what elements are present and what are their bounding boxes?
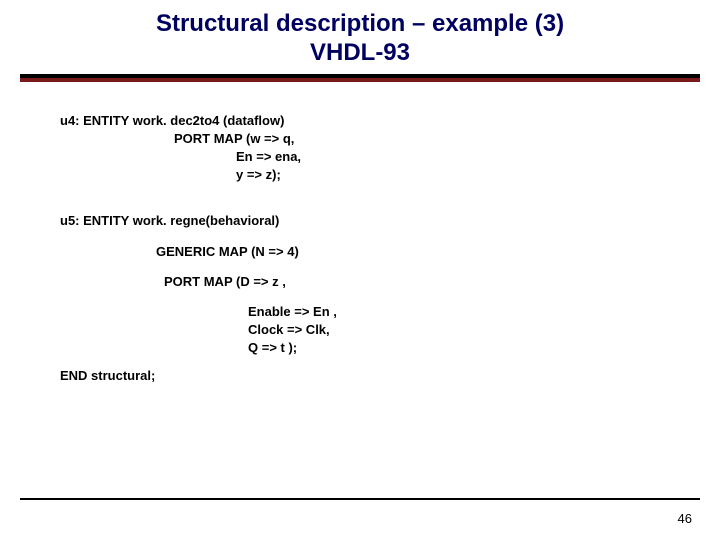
code-line: y => z);	[60, 166, 660, 184]
code-line: Enable => En ,	[248, 303, 660, 321]
code-line: PORT MAP (D => z ,	[164, 273, 660, 291]
code-line: Clock => Clk,	[248, 321, 660, 339]
code-line: u4: ENTITY work. dec2to4 (dataflow)	[60, 112, 660, 130]
code-content: u4: ENTITY work. dec2to4 (dataflow) PORT…	[0, 82, 720, 386]
code-block-generic-map: GENERIC MAP (N => 4)	[60, 243, 660, 261]
code-line: Q => t );	[248, 339, 660, 357]
title-underline	[20, 74, 700, 82]
code-line: u5: ENTITY work. regne(behavioral)	[60, 212, 660, 230]
page-number: 46	[678, 511, 692, 526]
title-line-1: Structural description – example (3)	[0, 10, 720, 39]
code-block-end: END structural;	[60, 367, 660, 385]
code-line: GENERIC MAP (N => 4)	[156, 243, 660, 261]
title-line-2: VHDL-93	[0, 39, 720, 68]
slide-title: Structural description – example (3) VHD…	[0, 0, 720, 72]
code-block-u4: u4: ENTITY work. dec2to4 (dataflow) PORT…	[60, 112, 660, 185]
bottom-rule	[20, 498, 700, 500]
code-block-u5-entity: u5: ENTITY work. regne(behavioral)	[60, 212, 660, 230]
code-block-port-map-body: Enable => En , Clock => Clk, Q => t );	[60, 303, 660, 358]
code-line: PORT MAP (w => q,	[60, 130, 660, 148]
code-line: END structural;	[60, 367, 660, 385]
code-block-port-map-head: PORT MAP (D => z ,	[60, 273, 660, 291]
code-line: En => ena,	[60, 148, 660, 166]
